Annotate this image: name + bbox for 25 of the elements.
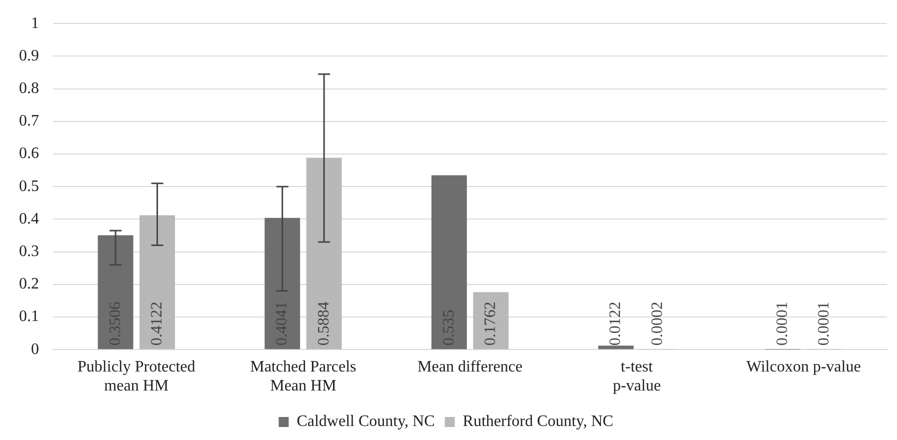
data-label: 0.0002 [648,302,666,346]
x-tick-label: Mean difference [418,358,522,376]
y-tick-label: 0.1 [19,308,39,326]
y-tick-label: 0.3 [19,243,39,260]
y-tick-label: 0.6 [19,145,39,162]
y-tick-label: 0.7 [19,112,39,130]
legend-label: Rutherford County, NC [462,413,614,430]
data-label: 0.0122 [607,302,624,346]
data-label: 0.4122 [148,302,166,346]
legend-label: Caldwell County, NC [296,413,435,430]
y-tick-label: 0.4 [19,210,39,228]
y-tick-label: 0.9 [19,47,39,64]
x-tick-label: Publicly Protected mean HM [78,358,196,395]
data-label: 0.0001 [816,302,833,346]
y-tick-label: 0.8 [19,80,39,98]
data-label: 0.1762 [482,302,500,346]
y-tick-label: 1 [31,14,39,32]
data-label: 0.0001 [774,302,791,346]
y-tick-label: 0.2 [19,276,39,293]
x-tick-label: Wilcoxon p-value [746,358,861,376]
data-label: 0.5884 [315,302,332,346]
y-tick-label: 0 [31,340,39,358]
x-tick-label: t-test p-value [612,358,661,395]
y-tick-label: 0.5 [19,178,39,195]
x-tick-label: Matched Parcels Mean HM [250,358,356,395]
